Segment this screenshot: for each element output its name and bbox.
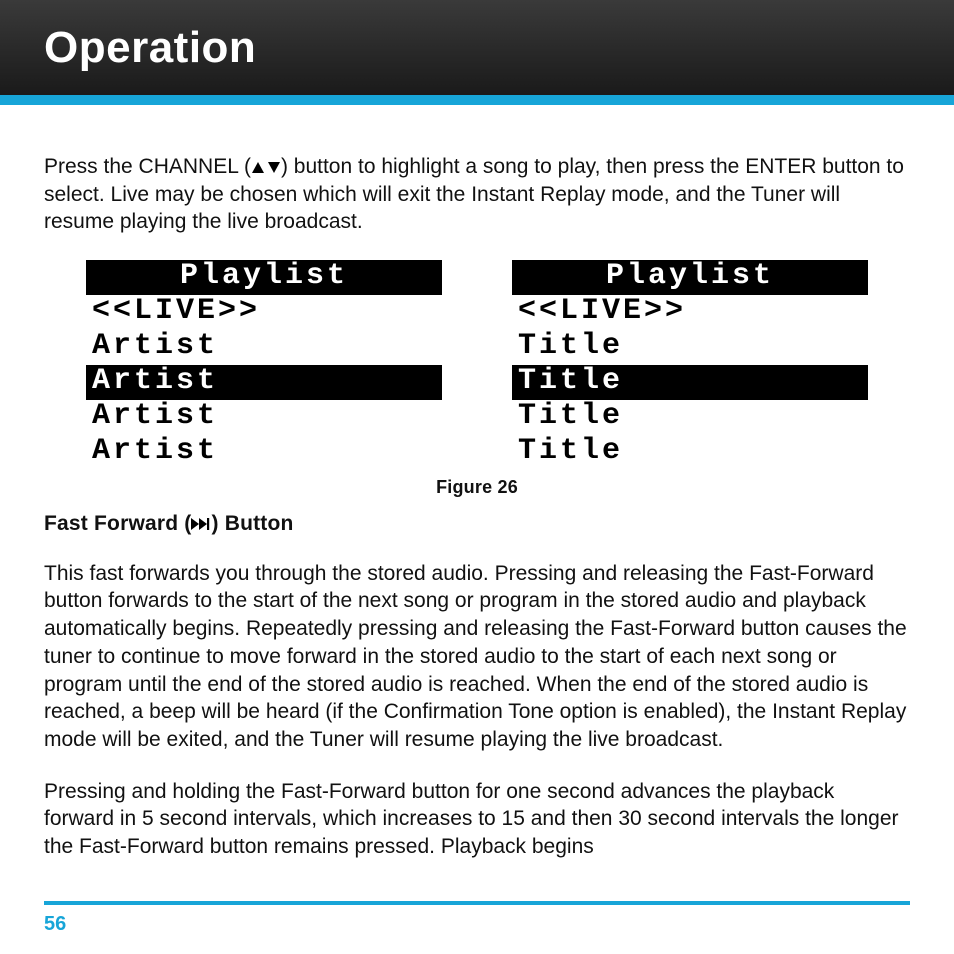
channel-up-down-icon xyxy=(251,155,281,178)
intro-paragraph: Press the CHANNEL () button to highlight… xyxy=(44,153,910,236)
body-paragraph-2: Pressing and holding the Fast-Forward bu… xyxy=(44,778,910,861)
lcd-right-title: Playlist xyxy=(512,260,868,295)
subhead-prefix: Fast Forward ( xyxy=(44,512,191,535)
page-header: Operation xyxy=(0,0,954,95)
list-item-selected: Title xyxy=(512,365,868,400)
list-item: Artist xyxy=(86,400,442,435)
lcd-left-title: Playlist xyxy=(86,260,442,295)
page-footer: 56 xyxy=(0,901,954,954)
lcd-screens-row: Playlist <<LIVE>> Artist Artist Artist A… xyxy=(86,260,868,470)
list-item: Artist xyxy=(86,330,442,365)
list-item-selected: Artist xyxy=(86,365,442,400)
lcd-screen-left: Playlist <<LIVE>> Artist Artist Artist A… xyxy=(86,260,442,470)
fast-forward-icon xyxy=(191,512,211,535)
list-item: Title xyxy=(512,435,868,470)
lcd-screen-right: Playlist <<LIVE>> Title Title Title Titl… xyxy=(512,260,868,470)
list-item: <<LIVE>> xyxy=(86,295,442,330)
page-content: Press the CHANNEL () button to highlight… xyxy=(0,105,954,861)
list-item: Title xyxy=(512,400,868,435)
list-item: Title xyxy=(512,330,868,365)
subhead-suffix: ) Button xyxy=(211,512,293,535)
body-paragraph-1: This fast forwards you through the store… xyxy=(44,560,910,754)
figure-caption: Figure 26 xyxy=(44,476,910,500)
header-accent-rule xyxy=(0,95,954,105)
page-number: 56 xyxy=(0,905,954,954)
fast-forward-subheading: Fast Forward ( ) Button xyxy=(44,510,910,538)
list-item: <<LIVE>> xyxy=(512,295,868,330)
page-title: Operation xyxy=(44,23,256,73)
intro-text-1: Press the CHANNEL ( xyxy=(44,155,251,178)
list-item: Artist xyxy=(86,435,442,470)
